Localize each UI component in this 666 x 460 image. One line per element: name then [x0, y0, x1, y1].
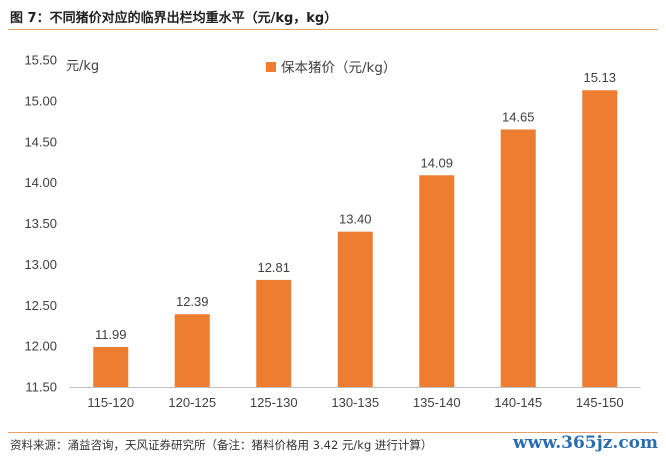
bottom-rule [8, 432, 658, 433]
data-label-140-145: 14.65 [502, 109, 535, 124]
y-tick-label-4: 13.50 [24, 216, 57, 231]
x-tick-label-140-145: 140-145 [494, 395, 542, 410]
data-label-125-130: 12.81 [257, 260, 290, 275]
legend-swatch [266, 62, 276, 72]
y-tick-label-0: 11.50 [25, 380, 57, 395]
bar-115-120 [93, 346, 129, 387]
y-axis-ticks: 11.50 12.00 12.50 13.00 13.50 14.00 14.50 15.00… [24, 53, 57, 395]
data-label-145-150: 15.13 [583, 70, 616, 85]
x-tick-label-135-140: 135-140 [413, 395, 461, 410]
data-label-115-120: 11.99 [95, 327, 127, 342]
x-axis-ticks: 115-120 120-125 125-130 130-135 135-140 140-1… [87, 395, 623, 410]
x-tick-label-120-125: 120-125 [168, 395, 216, 410]
bar-135-140 [419, 175, 455, 387]
bar-120-125 [174, 314, 210, 387]
source-note: 资料来源：涌益咨询，天风证券研究所（备注：猪料价格用 3.42 元/kg 进行计… [10, 438, 433, 452]
y-tick-label-2: 12.50 [24, 298, 57, 313]
figure-title: 图 7：不同猪价对应的临界出栏均重水平（元/kg，kg） [10, 11, 338, 26]
bar-chart: 11.50 12.00 12.50 13.00 13.50 14.00 14.50 15.00… [24, 53, 641, 410]
y-tick-label-6: 14.50 [24, 134, 57, 149]
bar-140-145 [500, 129, 536, 388]
y-tick-label-3: 13.00 [24, 257, 57, 272]
data-label-120-125: 12.39 [176, 294, 209, 309]
data-label-130-135: 13.40 [339, 212, 372, 227]
y-tick-label-5: 14.00 [24, 175, 57, 190]
data-labels: 11.99 12.39 12.81 13.40 14.09 14.65 15.13 [95, 70, 616, 342]
y-tick-label-8: 15.50 [24, 53, 57, 68]
bar-130-135 [337, 231, 373, 387]
watermark: www.365jz.com [513, 433, 658, 453]
bar-125-130 [256, 279, 292, 387]
x-tick-label-130-135: 130-135 [331, 395, 379, 410]
legend-label: 保本猪价（元/kg） [281, 60, 396, 76]
bar-series [93, 90, 618, 388]
data-label-135-140: 14.09 [420, 155, 453, 170]
legend: 保本猪价（元/kg） [266, 60, 396, 76]
y-unit-label: 元/kg [66, 59, 99, 74]
top-rule [8, 29, 658, 30]
y-tick-label-1: 12.00 [24, 339, 57, 354]
x-tick-label-115-120: 115-120 [87, 395, 134, 410]
bar-145-150 [582, 90, 618, 387]
y-tick-label-7: 15.00 [24, 93, 57, 108]
x-tick-label-125-130: 125-130 [250, 395, 298, 410]
x-tick-label-145-150: 145-150 [576, 395, 624, 410]
